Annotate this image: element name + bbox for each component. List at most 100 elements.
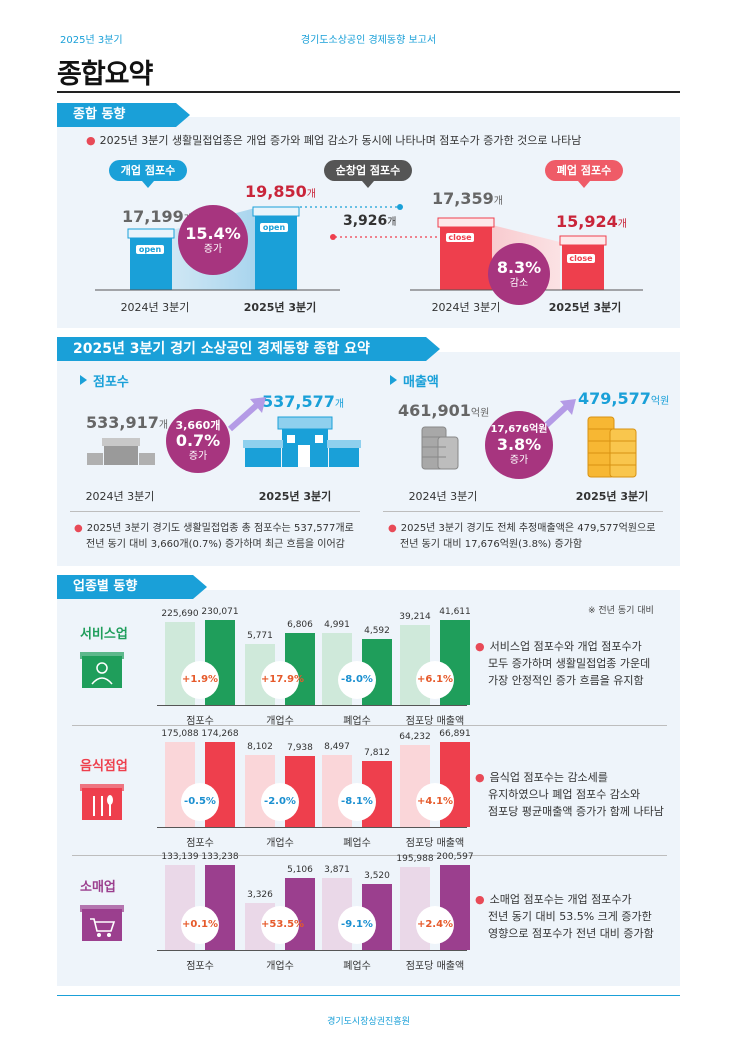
industry-yoy-circle: -8.1% (338, 783, 376, 821)
industry-summary-line: 모두 증가하며 생활밀접업종 가운데 (488, 657, 651, 670)
industry-bar-value: 3,871 (324, 865, 350, 875)
sales-curr-label: 2025년 3분기 (575, 490, 649, 503)
industry-summary-retail: ● 소매업 점포수는 개업 점포수가 전년 동기 대비 53.5% 크게 증가한 영향… (475, 893, 654, 940)
industry-bar-value: 39,214 (399, 612, 431, 622)
open-curr-value: 19,850개 (245, 182, 316, 201)
close-stores-pill: 폐업 점포수 (545, 160, 623, 181)
industry-category-label: 점포당 매출액 (405, 961, 465, 972)
stores-curr-value: 537,577개 (262, 392, 345, 411)
industry-divider (72, 725, 667, 726)
page-title: 종합요약 (57, 59, 153, 90)
industry-bar-value: 230,071 (201, 607, 239, 617)
industry-yoy-circle: -2.0% (261, 783, 299, 821)
industry-summary-line: 점포당 평균매출액 증가가 함께 나타남 (488, 805, 664, 818)
stores-subheading: 점포수 (80, 371, 129, 390)
net-pill-tail (362, 181, 374, 188)
industry-bar-value: 4,592 (364, 626, 390, 636)
industry-yoy-circle: -0.5% (181, 783, 219, 821)
industry-bar-value: 195,988 (396, 854, 434, 864)
industry-bar-value: 8,497 (324, 742, 350, 752)
industry-category-label: 폐업수 (343, 961, 371, 972)
close-pill-tail (578, 181, 590, 188)
close-prev-value: 17,359개 (432, 189, 503, 208)
industry-category-label: 점포당 매출액 (405, 838, 465, 849)
industry-bar-value: 4,991 (324, 620, 350, 630)
summary-trend-panel (57, 117, 680, 328)
stores-graphic (87, 397, 361, 467)
sales-graphic (421, 399, 637, 478)
summary-bullet: ● 2025년 3분기 생활밀접업종은 개업 증가와 폐업 감소가 동시에 나타나… (86, 134, 582, 147)
industry-category-label: 폐업수 (343, 838, 371, 849)
open-stores-pill: 개업 점포수 (109, 160, 187, 181)
industry-bar-value: 5,106 (287, 865, 313, 875)
industry-name-retail: 소매업 (80, 880, 116, 895)
close-decrease-circle: 8.3% 감소 (488, 243, 550, 305)
open-curr-label: 2025년 3분기 (243, 301, 317, 314)
section-tab-overall-summary: 2025년 3분기 경기 소상공인 경제동향 종합 요약 (57, 337, 440, 361)
industry-bar-value: 8,102 (247, 742, 273, 752)
industry-bar-value: 175,088 (161, 729, 199, 739)
industry-bar-value: 174,268 (201, 729, 239, 739)
close-sign-curr: close (567, 254, 595, 263)
cutlery-icon (80, 784, 124, 820)
close-prev-label: 2024년 3분기 (431, 301, 501, 314)
sales-curr-value: 479,577억원 (578, 389, 670, 408)
stores-prev-value: 533,917개 (86, 413, 169, 432)
industry-yoy-circle: +2.4% (416, 906, 454, 944)
header-report-title: 경기도소상공인 경제동향 보고서 (300, 35, 437, 46)
industry-name-service: 서비스업 (80, 627, 128, 642)
industry-summary-service: ● 서비스업 점포수와 개업 점포수가 모두 증가하며 생활밀접업종 가운데 가장 안… (475, 640, 651, 687)
net-stores-pill: 순창업 점포수 (324, 160, 412, 181)
industry-bar-value: 5,771 (247, 631, 273, 641)
industry-bar-value: 133,139 (161, 852, 199, 862)
yoy-footnote: ※ 전년 동기 대비 (588, 606, 654, 616)
industry-category-label: 폐업수 (343, 716, 371, 727)
industry-category-label: 점포당 매출액 (405, 716, 465, 727)
section-tab-summary-trend: 종합 동향 (57, 103, 190, 127)
stores-note: ● 2025년 3분기 경기도 생활밀접업종 총 점포수는 537,577개로 전년… (74, 523, 354, 550)
industry-category-label: 점포수 (186, 961, 214, 972)
sales-prev-value: 461,901억원 (398, 401, 490, 420)
close-curr-value: 15,924개 (556, 212, 627, 231)
sales-prev-label: 2024년 3분기 (408, 490, 478, 503)
industry-bar-value: 3,326 (247, 890, 273, 900)
stores-increase-circle: 3,660개 0.7% 증가 (166, 409, 230, 473)
industry-summary-line: 가장 안정적인 증가 흐름을 유지함 (488, 674, 644, 687)
industry-yoy-circle: +4.1% (416, 783, 454, 821)
industry-category-label: 점포수 (186, 716, 214, 727)
open-sign-prev: open (136, 245, 164, 254)
net-value: 3,926개 (343, 213, 397, 229)
industry-bar-value: 66,891 (439, 729, 471, 739)
industry-yoy-circle: +53.5% (261, 906, 304, 944)
industry-divider (72, 855, 667, 856)
industry-category-label: 개업수 (266, 961, 294, 972)
industry-yoy-circle: -8.0% (338, 661, 376, 699)
header-quarter: 2025년 3분기 (60, 35, 123, 46)
industry-summary-line: 유지하였으나 폐업 점포수 감소와 (488, 788, 641, 801)
industry-bar-value: 6,806 (287, 620, 313, 630)
industry-yoy-circle: -9.1% (338, 906, 376, 944)
industry-summary-food: ● 음식업 점포수는 감소세를 유지하였으나 폐업 점포수 감소와 점포당 평균매출액… (475, 771, 664, 818)
industry-yoy-circle: +17.9% (261, 661, 304, 699)
close-sign-prev: close (446, 233, 474, 242)
title-divider (57, 91, 680, 93)
industry-bar-value: 225,690 (161, 609, 199, 619)
industry-summary-line: 서비스업 점포수와 개업 점포수가 (489, 640, 642, 653)
industry-bar-value: 3,520 (364, 871, 390, 881)
industry-bar-value: 200,597 (436, 852, 474, 862)
stores-prev-label: 2024년 3분기 (85, 490, 155, 503)
industry-category-label: 개업수 (266, 838, 294, 849)
overall-summary-panel (57, 352, 680, 566)
section-tab-industry-trend: 업종별 동향 (57, 575, 207, 599)
footer-divider (57, 995, 680, 996)
open-prev-label: 2024년 3분기 (120, 301, 190, 314)
industry-name-food: 음식점업 (80, 759, 128, 774)
industry-bar-value: 41,611 (439, 607, 471, 617)
industry-summary-line: 소매업 점포수는 개업 점포수가 (489, 893, 632, 906)
close-curr-label: 2025년 3분기 (548, 301, 622, 314)
stores-divider (70, 511, 360, 512)
industry-bar-value: 7,812 (364, 748, 390, 758)
industry-summary-line: 영향으로 점포수가 전년 대비 증가함 (488, 927, 654, 940)
industry-bar-value: 64,232 (399, 732, 431, 742)
stores-curr-label: 2025년 3분기 (258, 490, 332, 503)
